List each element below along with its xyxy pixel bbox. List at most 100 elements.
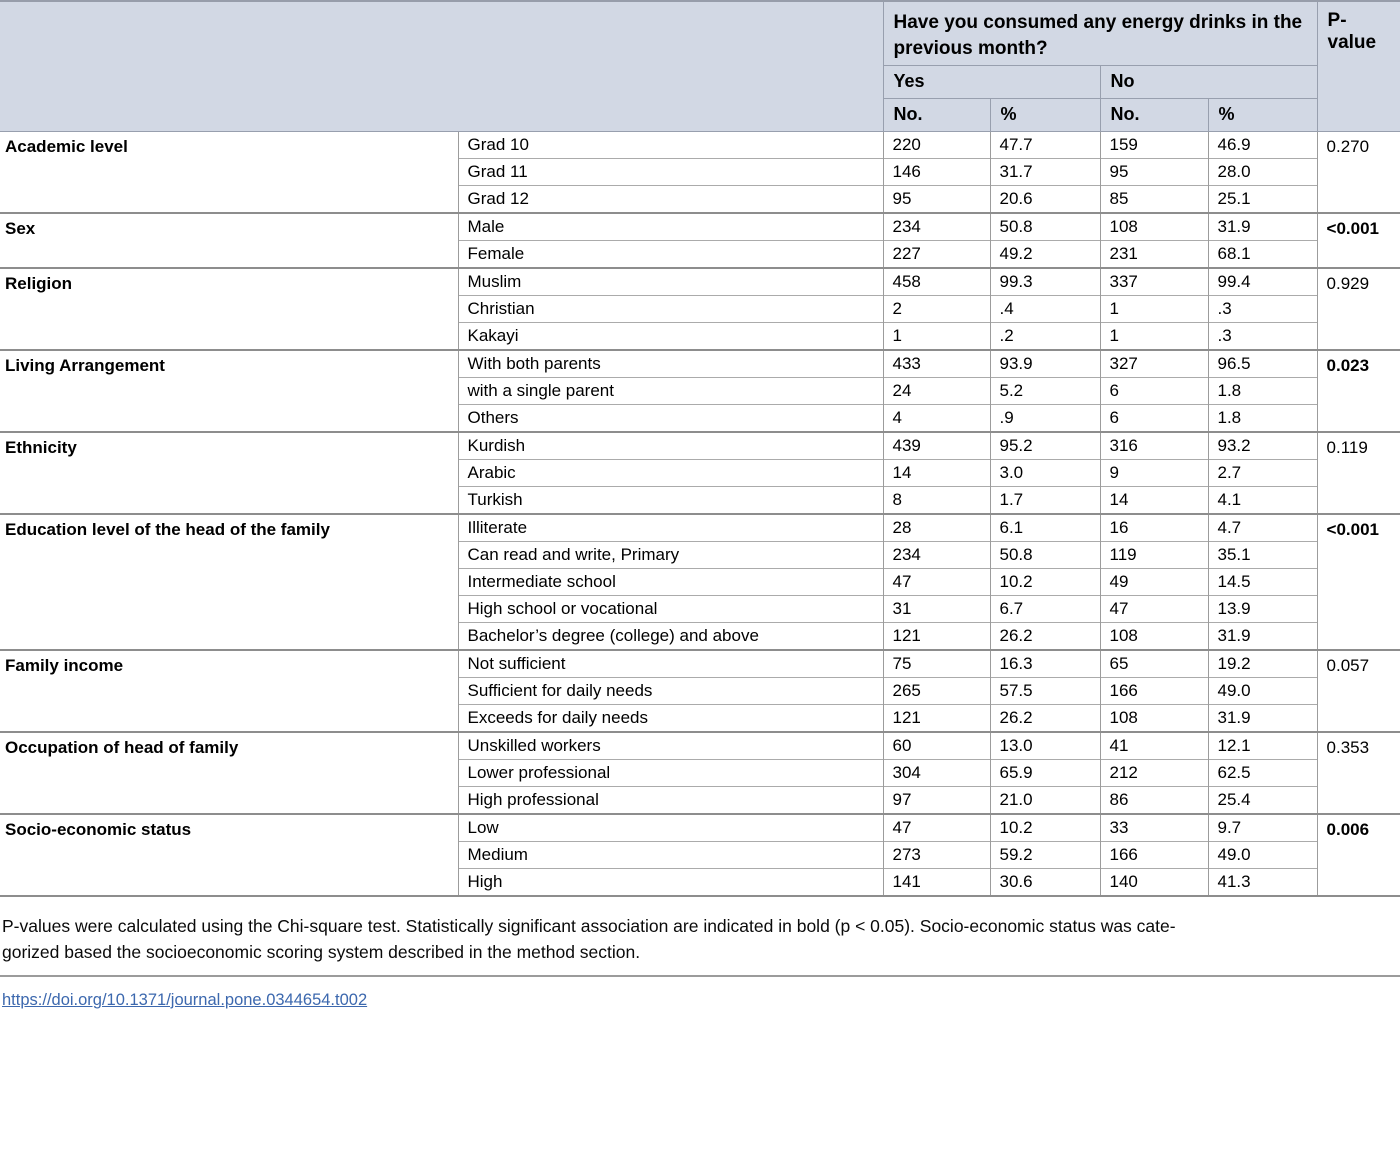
demographics-table: Have you consumed any energy drinks in t… [0, 0, 1400, 898]
yes-percent-cell: 50.8 [989, 541, 1100, 569]
yes-percent-cell: .4 [989, 295, 1100, 323]
yes-percent-cell: 30.6 [989, 868, 1100, 897]
row-label-cell: With both parents [457, 349, 883, 378]
row-label-cell: Grad 11 [457, 158, 883, 186]
no-percent-cell: 13.9 [1207, 595, 1318, 623]
yes-count-cell: 47 [882, 813, 990, 842]
yes-percent-cell: 26.2 [989, 704, 1100, 733]
no-percent-cell: 68.1 [1207, 240, 1318, 269]
table-footnote: P-values were calculated using the Chi-s… [2, 914, 1400, 965]
table-row: Education level of the head of the famil… [0, 513, 1400, 651]
row-label-cell: Grad 12 [457, 185, 883, 214]
yes-count-cell: 2 [882, 295, 990, 323]
table-row: Religion Muslim 458 99.3 337 99.4 0.929 [0, 267, 1400, 351]
table-row: Arabic 14 3.0 9 2.7 [0, 459, 1400, 487]
no-count-cell: 327 [1099, 349, 1208, 378]
header-yes-cell: Yes [882, 65, 1101, 100]
no-percent-cell: 19.2 [1207, 649, 1318, 678]
category-cell: Ethnicity [0, 431, 458, 515]
no-count-cell: 85 [1099, 185, 1208, 214]
table-row: Medium 273 59.2 166 49.0 [0, 841, 1400, 869]
table-row: Grad 11 146 31.7 95 28.0 [0, 158, 1400, 186]
yes-count-cell: 60 [882, 731, 990, 760]
no-percent-cell: 12.1 [1207, 731, 1318, 760]
no-percent-cell: 49.0 [1207, 841, 1318, 869]
row-label-cell: Intermediate school [457, 568, 883, 596]
table-row: Sex Male 234 50.8 108 31.9 <0.001 [0, 212, 1400, 269]
no-count-cell: 108 [1099, 212, 1208, 241]
table-body: Academic level Grad 10 220 47.7 159 46.9 0.270… [0, 131, 1400, 897]
yes-count-cell: 24 [882, 377, 990, 405]
no-count-cell: 41 [1099, 731, 1208, 760]
yes-count-cell: 28 [882, 513, 990, 542]
yes-count-cell: 458 [882, 267, 990, 296]
no-count-cell: 316 [1099, 431, 1208, 460]
no-count-cell: 86 [1099, 786, 1208, 815]
row-label-cell: Lower professional [457, 759, 883, 787]
yes-count-cell: 31 [882, 595, 990, 623]
table-row: Ethnicity Kurdish 439 95.2 316 93.2 0.119 [0, 431, 1400, 515]
row-label-cell: Grad 10 [457, 131, 883, 159]
yes-percent-cell: 20.6 [989, 185, 1100, 214]
no-count-cell: 337 [1099, 267, 1208, 296]
no-count-cell: 6 [1099, 404, 1208, 433]
yes-count-cell: 146 [882, 158, 990, 186]
no-count-cell: 212 [1099, 759, 1208, 787]
p-value-cell: 0.353 [1316, 731, 1400, 815]
row-label-cell: Male [457, 212, 883, 241]
no-percent-cell: 31.9 [1207, 704, 1318, 733]
table-row: High 141 30.6 140 41.3 [0, 868, 1400, 897]
row-label-cell: Arabic [457, 459, 883, 487]
no-percent-cell: 2.7 [1207, 459, 1318, 487]
no-count-cell: 231 [1099, 240, 1208, 269]
row-label-cell: Kurdish [457, 431, 883, 460]
header-question-cell: Have you consumed any energy drinks in t… [882, 1, 1318, 67]
yes-percent-cell: 10.2 [989, 813, 1100, 842]
row-label-cell: Can read and write, Primary [457, 541, 883, 569]
category-cell: Occupation of head of family [0, 731, 458, 815]
no-percent-cell: 31.9 [1207, 212, 1318, 241]
table-row: Grad 12 95 20.6 85 25.1 [0, 185, 1400, 214]
header-no-percent-cell: % [1207, 98, 1318, 133]
table-row: Family income Not sufficient 75 16.3 65 19.2 0… [0, 649, 1400, 733]
no-count-cell: 166 [1099, 841, 1208, 869]
table-row: Academic level Grad 10 220 47.7 159 46.9 0.270 [0, 131, 1400, 214]
yes-count-cell: 439 [882, 431, 990, 460]
yes-percent-cell: 50.8 [989, 212, 1100, 241]
row-label-cell: Unskilled workers [457, 731, 883, 760]
no-percent-cell: 25.4 [1207, 786, 1318, 815]
category-cell: Living Arrangement [0, 349, 458, 433]
no-count-cell: 65 [1099, 649, 1208, 678]
row-label-cell: Kakayi [457, 322, 883, 351]
table-row: Turkish 8 1.7 14 4.1 [0, 486, 1400, 515]
category-cell: Academic level [0, 131, 458, 214]
table-row: High school or vocational 31 6.7 47 13.9 [0, 595, 1400, 623]
table-row: Lower professional 304 65.9 212 62.5 [0, 759, 1400, 787]
no-percent-cell: 28.0 [1207, 158, 1318, 186]
yes-count-cell: 220 [882, 131, 990, 159]
table-row: Others 4.9 6 1.8 [0, 404, 1400, 433]
row-label-cell: Christian [457, 295, 883, 323]
no-percent-cell: 96.5 [1207, 349, 1318, 378]
yes-count-cell: 121 [882, 622, 990, 651]
doi-link[interactable]: https://doi.org/10.1371/journal.pone.034… [2, 991, 368, 1010]
row-label-cell: High [457, 868, 883, 897]
yes-count-cell: 273 [882, 841, 990, 869]
no-percent-cell: 41.3 [1207, 868, 1318, 897]
table-header: Have you consumed any energy drinks in t… [0, 1, 1400, 133]
yes-percent-cell: 6.1 [989, 513, 1100, 542]
no-percent-cell: 99.4 [1207, 267, 1318, 296]
yes-count-cell: 121 [882, 704, 990, 733]
yes-count-cell: 97 [882, 786, 990, 815]
row-label-cell: Sufficient for daily needs [457, 677, 883, 705]
table-row: Living Arrangement With both parents 433 93… [0, 349, 1400, 433]
yes-count-cell: 234 [882, 541, 990, 569]
yes-percent-cell: 31.7 [989, 158, 1100, 186]
yes-percent-cell: .2 [989, 322, 1100, 351]
yes-percent-cell: 59.2 [989, 841, 1100, 869]
yes-count-cell: 304 [882, 759, 990, 787]
yes-percent-cell: 65.9 [989, 759, 1100, 787]
no-percent-cell: 9.7 [1207, 813, 1318, 842]
no-percent-cell: .3 [1207, 295, 1318, 323]
yes-percent-cell: 99.3 [989, 267, 1100, 296]
